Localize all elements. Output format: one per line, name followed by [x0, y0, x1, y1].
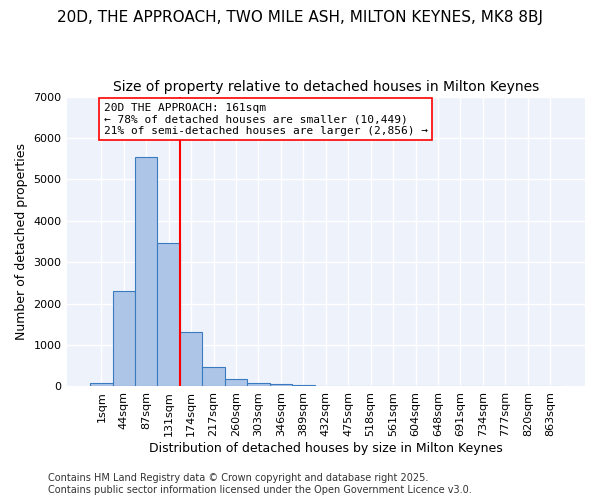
- Bar: [292, 385, 314, 386]
- Bar: [225, 380, 247, 386]
- Text: 20D THE APPROACH: 161sqm
← 78% of detached houses are smaller (10,449)
21% of se: 20D THE APPROACH: 161sqm ← 78% of detach…: [104, 103, 428, 136]
- Bar: [90, 383, 113, 386]
- Bar: [202, 366, 225, 386]
- Bar: [113, 291, 135, 386]
- X-axis label: Distribution of detached houses by size in Milton Keynes: Distribution of detached houses by size …: [149, 442, 503, 455]
- Text: Contains HM Land Registry data © Crown copyright and database right 2025.
Contai: Contains HM Land Registry data © Crown c…: [48, 474, 472, 495]
- Title: Size of property relative to detached houses in Milton Keynes: Size of property relative to detached ho…: [113, 80, 539, 94]
- Text: 20D, THE APPROACH, TWO MILE ASH, MILTON KEYNES, MK8 8BJ: 20D, THE APPROACH, TWO MILE ASH, MILTON …: [57, 10, 543, 25]
- Bar: [157, 242, 180, 386]
- Bar: [247, 382, 269, 386]
- Y-axis label: Number of detached properties: Number of detached properties: [15, 143, 28, 340]
- Bar: [269, 384, 292, 386]
- Bar: [135, 156, 157, 386]
- Bar: [180, 332, 202, 386]
